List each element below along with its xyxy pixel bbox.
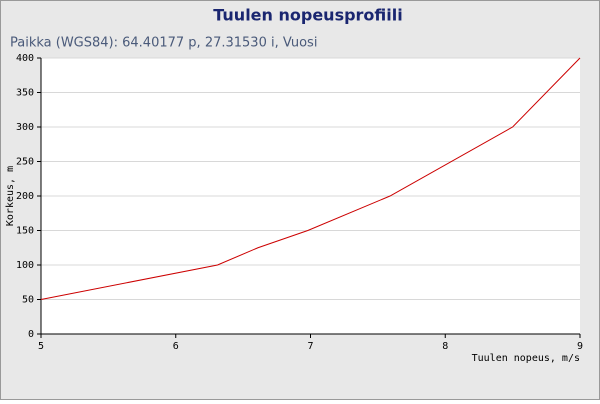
chart-title: Tuulen nopeusprofiili xyxy=(213,6,402,25)
x-tick-label: 9 xyxy=(577,341,583,352)
y-tick-label: 0 xyxy=(28,329,34,340)
x-tick-label: 7 xyxy=(307,341,313,352)
y-tick-label: 150 xyxy=(16,226,34,237)
y-tick-label: 50 xyxy=(22,295,34,306)
x-tick-label: 8 xyxy=(442,341,448,352)
y-tick-label: 250 xyxy=(16,157,34,168)
x-axis-label: Tuulen nopeus, m/s xyxy=(472,353,580,364)
data-line xyxy=(40,57,581,300)
x-tick-label: 5 xyxy=(38,341,44,352)
chart-subtitle: Paikka (WGS84): 64.40177 p, 27.31530 i, … xyxy=(10,36,317,51)
x-tick-label: 6 xyxy=(173,341,179,352)
y-tick-label: 400 xyxy=(16,53,34,64)
y-tick-label: 350 xyxy=(16,88,34,99)
y-tick-label: 100 xyxy=(16,260,34,271)
y-tick-label: 200 xyxy=(16,191,34,202)
y-tick-label: 300 xyxy=(16,122,34,133)
y-axis-label: Korkeus, m xyxy=(5,166,16,226)
